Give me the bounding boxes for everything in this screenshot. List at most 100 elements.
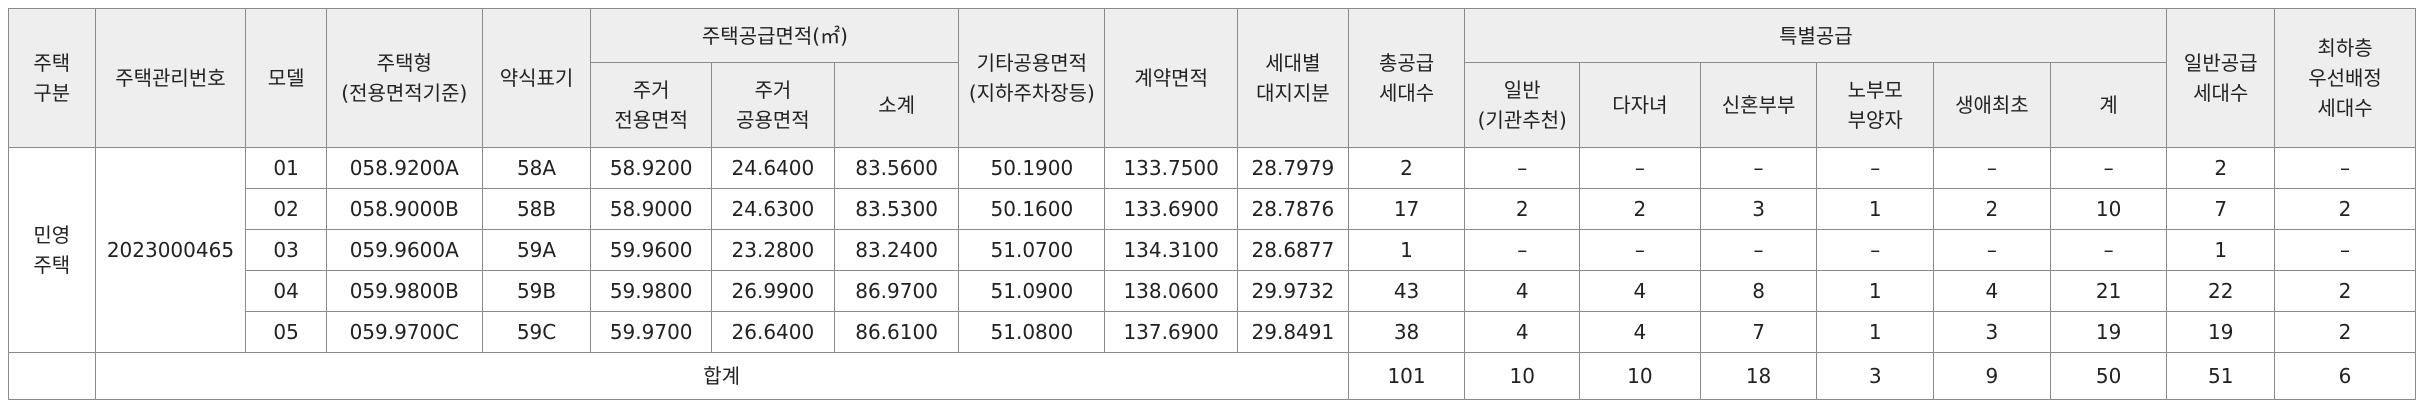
col-contract-area: 계약면적 bbox=[1104, 8, 1239, 148]
col-abbr: 약식표기 bbox=[481, 8, 592, 148]
totals-label: 합계 bbox=[94, 352, 1349, 400]
common-area-cell: 23.2800 bbox=[711, 229, 835, 271]
contract-area-cell: 134.3100 bbox=[1104, 229, 1239, 271]
totals-sp-multichild: 10 bbox=[1579, 352, 1701, 400]
sp-firsttime-cell: 2 bbox=[1933, 188, 2051, 230]
col-exclusive-area-line2: 전용면적 bbox=[614, 108, 688, 132]
col-general-units-line2: 세대수 bbox=[2193, 81, 2249, 105]
sp-multichild-cell: – bbox=[1579, 229, 1701, 271]
col-special-supply: 특별공급 bbox=[1464, 8, 2168, 63]
contract-area-cell: 138.0600 bbox=[1104, 270, 1239, 312]
common-area-cell: 24.6300 bbox=[711, 188, 835, 230]
exclusive-area-cell: 58.9000 bbox=[590, 188, 713, 230]
col-sp-parents: 노부모 부양자 bbox=[1816, 62, 1935, 148]
totals-sp-newlywed: 18 bbox=[1699, 352, 1818, 400]
subtotal-cell: 83.5300 bbox=[833, 188, 960, 230]
col-land-share: 세대별 대지지분 bbox=[1237, 8, 1349, 148]
model-cell: 03 bbox=[245, 229, 327, 271]
col-house-type-line2: (전용면적기준) bbox=[341, 81, 468, 105]
land-share-cell: 28.7979 bbox=[1237, 147, 1349, 189]
totals-total-units: 101 bbox=[1347, 352, 1466, 400]
supply-table: 주택 구분 주택관리번호 모델 주택형 (전용면적기준) 약식표기 주택공급면적… bbox=[8, 8, 2416, 400]
col-common-area-line1: 주거 bbox=[754, 78, 792, 102]
col-common-area-line2: 공용면적 bbox=[736, 108, 810, 132]
col-house-type-line1: 주택형 bbox=[376, 51, 432, 75]
abbr-cell: 59A bbox=[481, 229, 592, 271]
housing-type-cell: 민영 주택 bbox=[8, 147, 96, 353]
sp-firsttime-cell: 3 bbox=[1933, 311, 2051, 353]
sp-newlywed-cell: – bbox=[1699, 147, 1818, 189]
house-type-cell: 059.9700C bbox=[325, 311, 483, 353]
land-share-cell: 29.8491 bbox=[1237, 311, 1349, 353]
lowest-floor-cell: 2 bbox=[2274, 188, 2416, 230]
col-subtotal: 소계 bbox=[833, 62, 960, 148]
header-row-1: 주택 구분 주택관리번호 모델 주택형 (전용면적기준) 약식표기 주택공급면적… bbox=[8, 8, 2416, 148]
col-other-common: 기타공용면적 (지하주차장등) bbox=[958, 8, 1106, 148]
col-land-share-line1: 세대별 bbox=[1265, 51, 1321, 75]
land-share-cell: 29.9732 bbox=[1237, 270, 1349, 312]
col-total-units: 총공급 세대수 bbox=[1347, 8, 1466, 148]
housing-type-line1: 민영 bbox=[33, 223, 71, 247]
common-area-cell: 26.6400 bbox=[711, 311, 835, 353]
col-sp-institution: 일반 (기관추천) bbox=[1464, 62, 1581, 148]
col-housing-type-line2: 구분 bbox=[33, 81, 71, 105]
housing-type-line2: 주택 bbox=[33, 253, 71, 277]
sp-sum-cell: 21 bbox=[2049, 270, 2168, 312]
sp-newlywed-cell: 7 bbox=[1699, 311, 1818, 353]
col-supply-area: 주택공급면적(㎡) bbox=[590, 8, 960, 63]
col-sp-sum: 계 bbox=[2049, 62, 2168, 148]
common-area-cell: 26.9900 bbox=[711, 270, 835, 312]
sp-multichild-cell: – bbox=[1579, 147, 1701, 189]
col-lowest-floor-line3: 세대수 bbox=[2317, 96, 2373, 120]
contract-area-cell: 133.7500 bbox=[1104, 147, 1239, 189]
abbr-cell: 58A bbox=[481, 147, 592, 189]
house-type-cell: 058.9000B bbox=[325, 188, 483, 230]
table-row: 민영 주택 2023000465 01 058.9200A 58A 58.920… bbox=[8, 147, 2416, 353]
general-units-cell: 22 bbox=[2166, 270, 2276, 312]
total-units-cell: 17 bbox=[1347, 188, 1466, 230]
abbr-cell: 58B bbox=[481, 188, 592, 230]
totals-sp-institution: 10 bbox=[1464, 352, 1581, 400]
exclusive-area-cell: 59.9600 bbox=[590, 229, 713, 271]
col-lowest-floor: 최하층 우선배정 세대수 bbox=[2274, 8, 2416, 148]
col-exclusive-area: 주거 전용면적 bbox=[590, 62, 713, 148]
general-units-cell: 2 bbox=[2166, 147, 2276, 189]
col-sp-parents-line1: 노부모 bbox=[1847, 78, 1903, 102]
table-row: 04 059.9800B 59B 59.9800 26.9900 86.9700… bbox=[9, 270, 2416, 312]
sp-sum-cell: 10 bbox=[2049, 188, 2168, 230]
col-other-common-line1: 기타공용면적 bbox=[976, 51, 1088, 75]
house-type-cell: 059.9600A bbox=[325, 229, 483, 271]
sp-newlywed-cell: 8 bbox=[1699, 270, 1818, 312]
exclusive-area-cell: 58.9200 bbox=[590, 147, 713, 189]
col-lowest-floor-line1: 최하층 bbox=[2317, 36, 2373, 60]
sp-multichild-cell: 4 bbox=[1579, 270, 1701, 312]
sp-multichild-cell: 2 bbox=[1579, 188, 1701, 230]
col-sp-institution-line1: 일반 bbox=[1503, 78, 1541, 102]
totals-sp-sum: 50 bbox=[2049, 352, 2168, 400]
col-housing-type-line1: 주택 bbox=[33, 51, 71, 75]
abbr-cell: 59B bbox=[481, 270, 592, 312]
exclusive-area-cell: 59.9800 bbox=[590, 270, 713, 312]
sp-sum-cell: – bbox=[2049, 147, 2168, 189]
sp-firsttime-cell: – bbox=[1933, 229, 2051, 271]
land-share-cell: 28.7876 bbox=[1237, 188, 1349, 230]
col-sp-multichild: 다자녀 bbox=[1579, 62, 1701, 148]
house-type-cell: 058.9200A bbox=[325, 147, 483, 189]
col-total-units-line1: 총공급 bbox=[1378, 51, 1435, 75]
table-row: 03 059.9600A 59A 59.9600 23.2800 83.2400… bbox=[9, 229, 2416, 271]
total-units-cell: 1 bbox=[1347, 229, 1466, 271]
sp-institution-cell: 4 bbox=[1464, 311, 1581, 353]
sp-institution-cell: – bbox=[1464, 147, 1581, 189]
col-model: 모델 bbox=[245, 8, 327, 148]
col-other-common-line2: (지하주차장등) bbox=[968, 81, 1095, 105]
col-sp-newlywed: 신혼부부 bbox=[1699, 62, 1818, 148]
sp-institution-cell: 2 bbox=[1464, 188, 1581, 230]
col-sp-parents-line2: 부양자 bbox=[1847, 108, 1903, 132]
contract-area-cell: 137.6900 bbox=[1104, 311, 1239, 353]
land-share-cell: 28.6877 bbox=[1237, 229, 1349, 271]
col-general-units-line1: 일반공급 bbox=[2183, 51, 2258, 75]
sp-sum-cell: – bbox=[2049, 229, 2168, 271]
general-units-cell: 19 bbox=[2166, 311, 2276, 353]
lowest-floor-cell: – bbox=[2274, 229, 2416, 271]
sp-parents-cell: 1 bbox=[1816, 188, 1935, 230]
